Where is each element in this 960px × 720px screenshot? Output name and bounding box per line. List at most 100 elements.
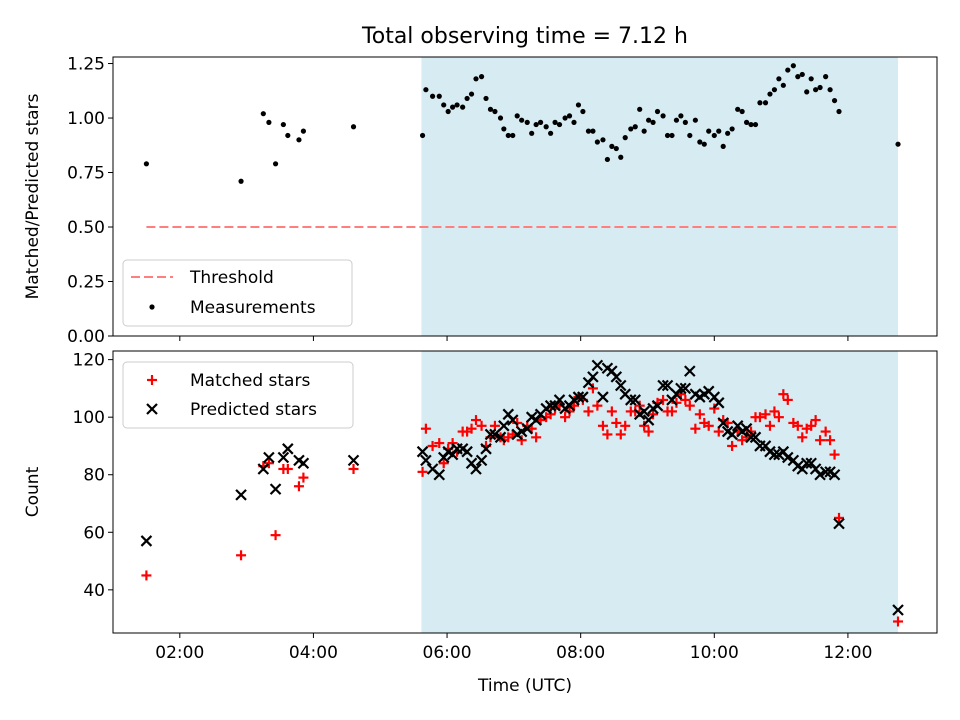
x-tick-label: 10:00	[690, 643, 739, 663]
predicted-star-point	[745, 431, 757, 444]
bot-ytick-label: 120	[73, 351, 105, 371]
top-ytick-label: 0.75	[67, 164, 105, 184]
matched-star-point	[639, 420, 650, 431]
measurement-point	[478, 74, 485, 80]
measurement-point	[780, 82, 786, 88]
matched-star-point	[620, 420, 631, 431]
measurement-point	[701, 141, 707, 147]
x-tick-label: 04:00	[289, 643, 338, 663]
predicted-star-point	[614, 379, 627, 392]
matched-star-point	[434, 438, 445, 449]
predicted-star-point	[489, 428, 501, 441]
top-shaded-interval	[421, 57, 899, 336]
measurement-point	[460, 104, 466, 110]
matched-star-point	[438, 458, 449, 469]
bottom-x-axis-label: Time (UTC)	[477, 676, 572, 696]
measurement-point	[762, 100, 769, 106]
bottom-panel: 40 60 80 100 120 02:00 04:00 06:00 08:00 10:00 12…	[23, 350, 938, 696]
matched-star-point	[709, 403, 720, 414]
matched-star-point	[471, 415, 482, 426]
predicted-star-point	[712, 397, 725, 409]
measurement-point	[552, 119, 558, 125]
predicted-star-point	[416, 445, 429, 458]
measurement-point	[487, 106, 494, 112]
matched-star-point	[690, 423, 701, 434]
measurement-point	[729, 126, 735, 132]
predicted-star-point	[833, 517, 845, 530]
measurement-point	[678, 113, 684, 119]
matched-star-point	[778, 389, 789, 400]
measurement-point	[613, 145, 619, 152]
measurement-point	[669, 132, 675, 139]
measurement-point	[296, 137, 302, 143]
measurement-point	[468, 91, 475, 97]
measurement-point	[454, 102, 460, 108]
bottom-axes-frame	[112, 350, 938, 634]
matched-star-point	[270, 530, 281, 541]
measurement-point	[757, 100, 763, 106]
legend-measurements-swatch	[149, 304, 155, 310]
measurement-point	[804, 89, 810, 95]
predicted-star-point	[475, 454, 488, 467]
measurement-point	[831, 97, 838, 104]
measurement-point	[280, 121, 286, 128]
measurement-point	[767, 91, 773, 97]
bottom-y-axis-label: Count	[23, 466, 43, 517]
legend-matched-label: Matched stars	[190, 371, 310, 391]
matched-star-point	[583, 406, 594, 417]
predicted-star-point	[257, 463, 270, 475]
matched-star-point	[825, 435, 836, 446]
bot-ytick-label: 80	[83, 466, 105, 486]
measurement-point	[716, 128, 722, 134]
measurement-point	[143, 161, 150, 167]
measurement-point	[537, 119, 544, 125]
predicted-star-point	[597, 391, 609, 403]
predicted-star-point	[684, 365, 696, 377]
matched-star-point	[263, 458, 274, 469]
measurement-point	[697, 139, 703, 145]
matched-star-point	[893, 616, 904, 627]
matched-star-point	[797, 432, 808, 443]
measurement-point	[441, 102, 447, 108]
matched-star-point	[516, 435, 527, 446]
measurement-point	[300, 128, 307, 134]
matched-star-point	[829, 449, 840, 460]
measurement-point	[664, 132, 671, 139]
matched-star-point	[348, 463, 359, 474]
measurement-point	[590, 128, 596, 134]
measurement-point	[795, 74, 801, 80]
predicted-star-point	[282, 443, 294, 455]
measurement-point	[776, 76, 782, 82]
matched-star-point	[746, 426, 757, 437]
predicted-star-point	[544, 399, 557, 412]
measurement-point	[735, 106, 741, 112]
predicted-star-point	[420, 454, 432, 467]
measurement-point	[524, 119, 530, 125]
measurement-point	[419, 132, 426, 139]
bot-ytick-label: 40	[83, 581, 105, 601]
predicted-star-point	[642, 414, 655, 426]
predicted-star-point	[433, 468, 446, 481]
measurement-point	[260, 111, 266, 117]
predicted-star-point	[263, 451, 275, 464]
legend-measurements-label: Measurements	[190, 298, 316, 318]
predicted-star-point	[726, 428, 738, 441]
predicted-star-point	[717, 417, 729, 429]
bot-ytick-label: 100	[73, 408, 105, 428]
matched-star-point	[834, 512, 845, 523]
measurement-point	[725, 130, 731, 136]
predicted-star-point	[740, 422, 753, 435]
measurement-point	[548, 130, 554, 136]
matched-star-point	[611, 417, 622, 428]
matched-star-point	[694, 409, 705, 420]
matched-star-point	[420, 423, 431, 434]
matched-star-point	[680, 394, 691, 405]
measurement-point	[604, 156, 611, 163]
bot-ytick-label: 60	[83, 523, 105, 543]
predicted-star-point	[814, 468, 826, 481]
predicted-star-point	[828, 468, 841, 481]
legend-predicted-swatch	[146, 403, 158, 415]
measurement-point	[785, 67, 791, 73]
matched-star-point	[560, 412, 571, 423]
